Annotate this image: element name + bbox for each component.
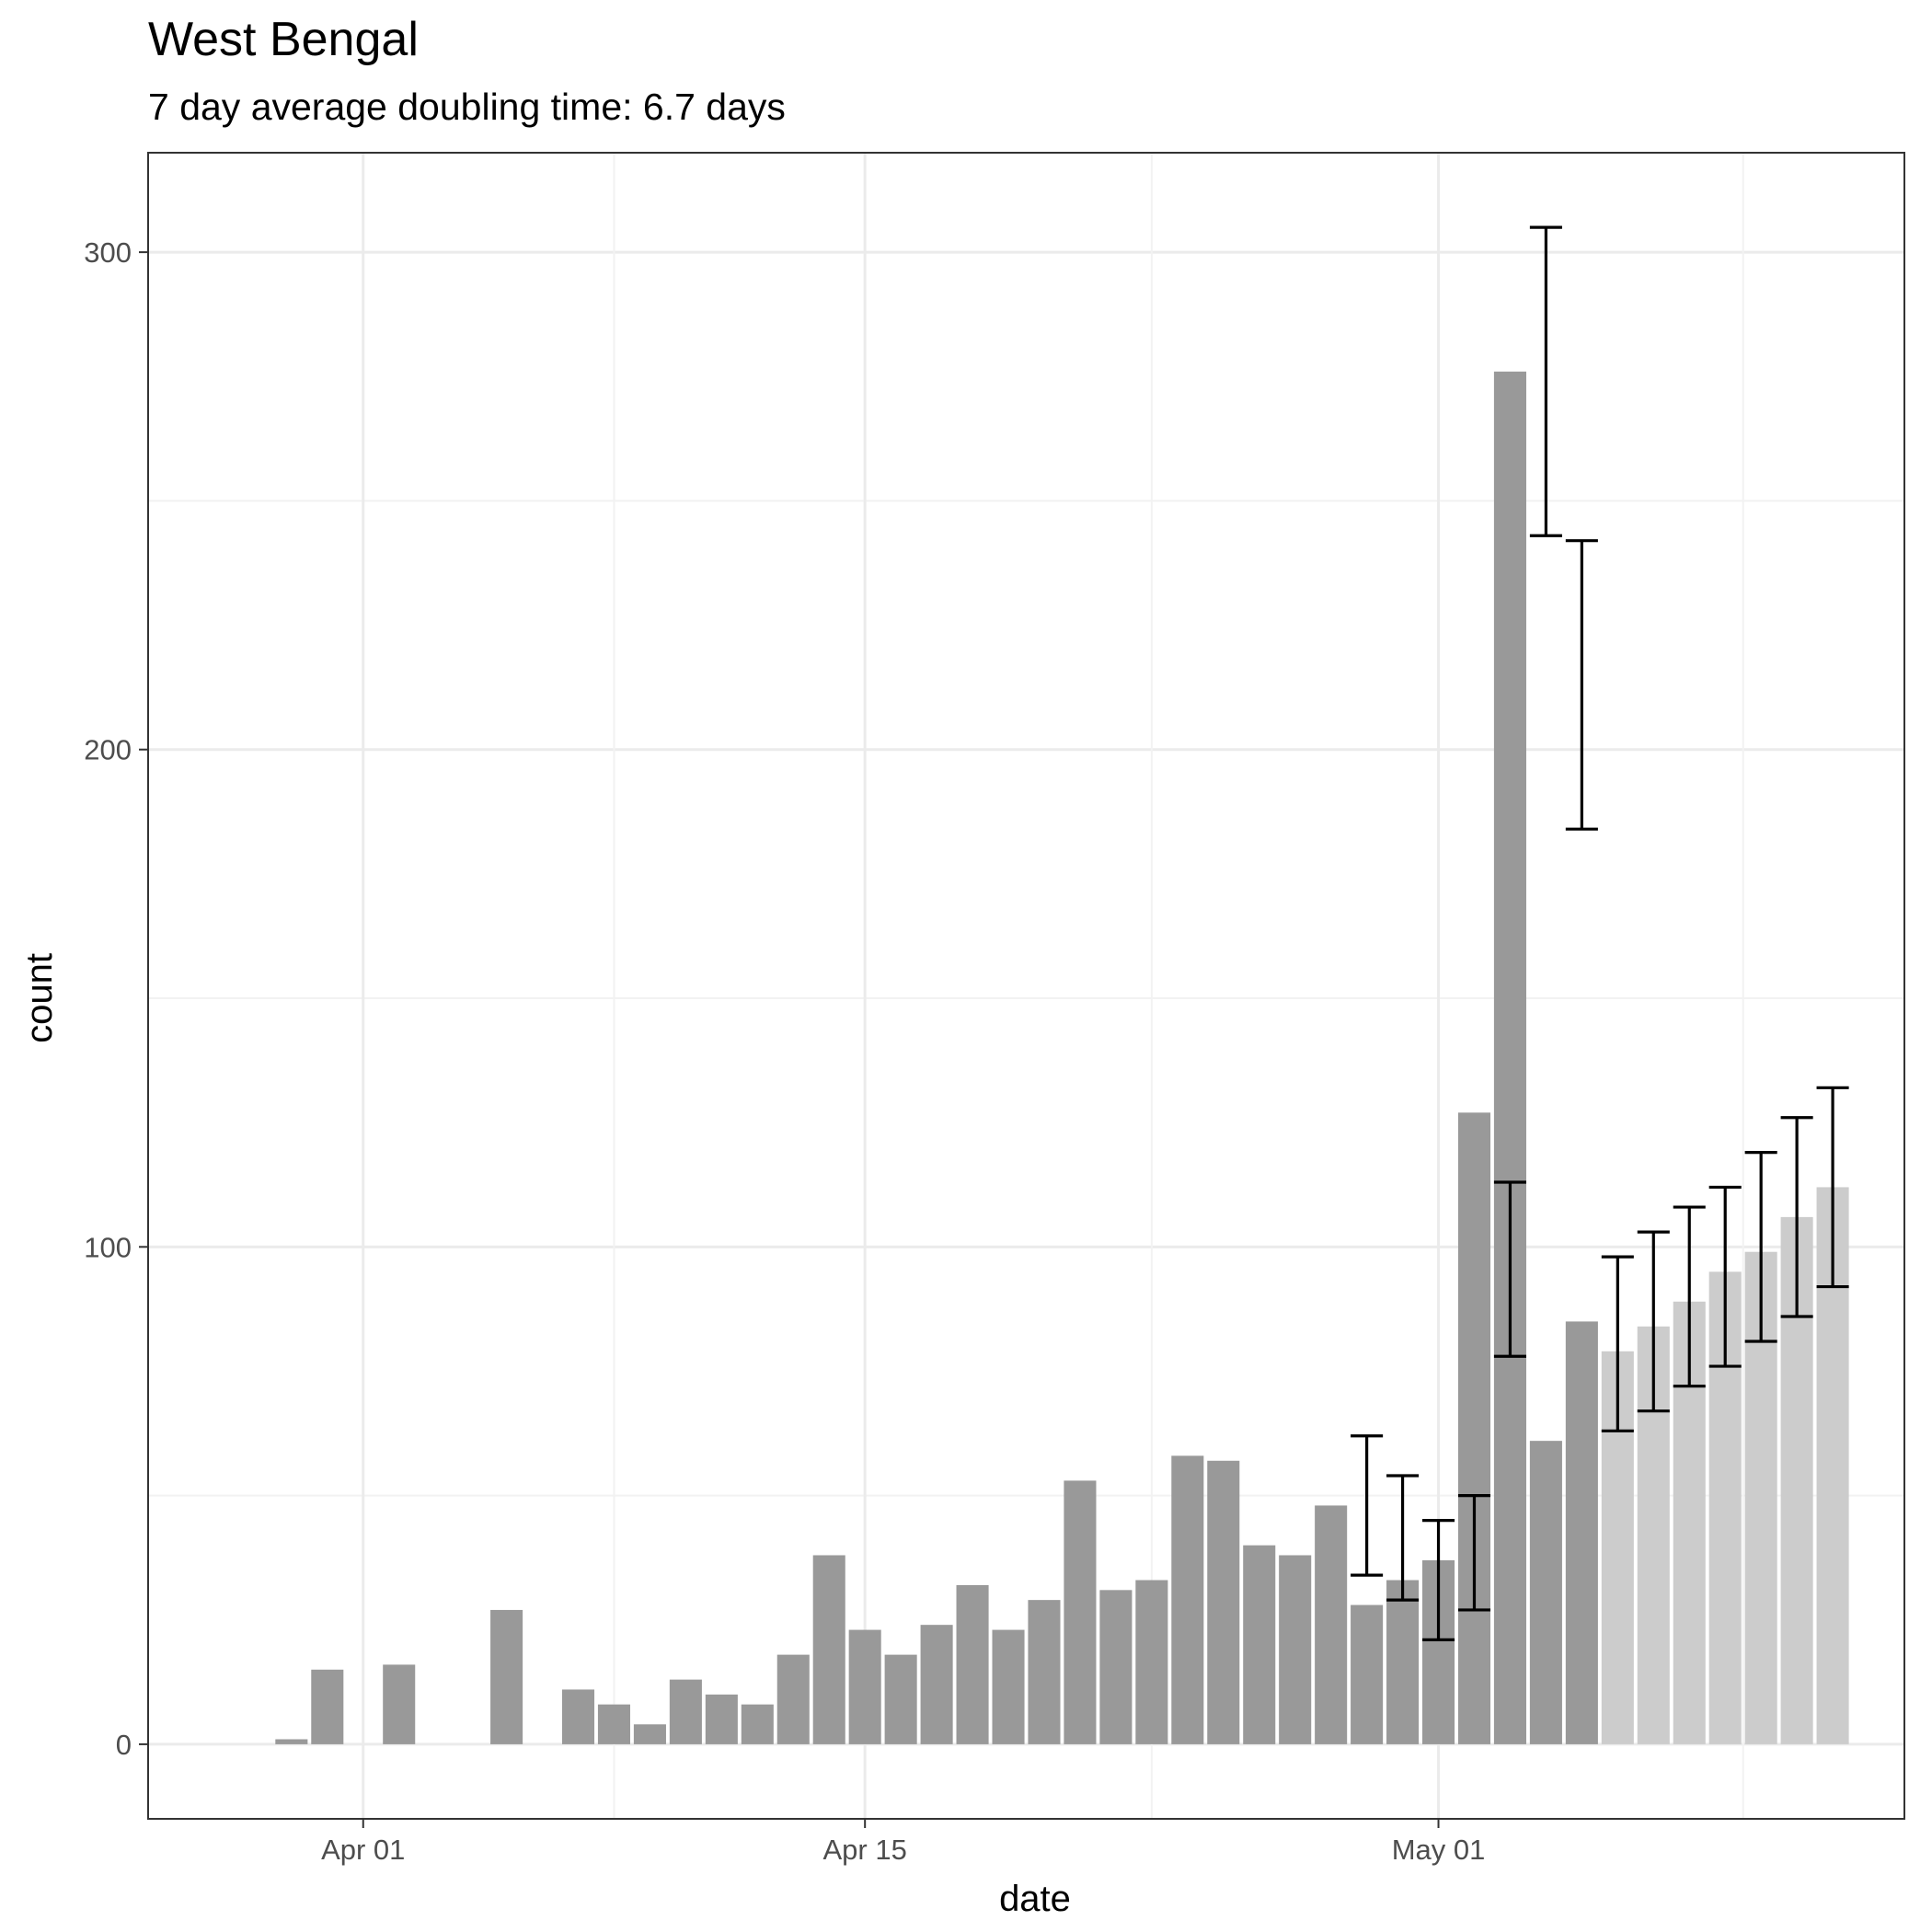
error-bar [1816,1086,1849,1289]
plot-panel-border [147,152,1905,1820]
error-bar [1529,225,1562,537]
observed-bar [633,1724,666,1744]
error-bar [1565,539,1598,831]
observed-bar [275,1739,308,1744]
error-bar [1351,1434,1384,1577]
chart-title: West Bengal [148,13,419,66]
observed-bar [311,1669,344,1744]
observed-bar [1351,1604,1384,1744]
y-tick-label: 0 [116,1729,132,1761]
x-tick-label: Apr 15 [823,1834,907,1866]
observed-bar [741,1704,774,1744]
y-axis: 0 100 200 300 [84,236,148,1761]
observed-bar [1279,1555,1312,1744]
observed-bar [705,1694,738,1744]
observed-bar [383,1664,416,1744]
error-bars [1351,225,1849,1641]
y-tick-label: 300 [84,236,132,269]
y-tick-label: 200 [84,734,132,766]
observed-bar [956,1584,989,1744]
observed-bar [920,1625,953,1744]
x-axis: Apr 01 Apr 15 May 01 [321,1819,1485,1866]
observed-bar [884,1654,917,1744]
observed-bar [561,1689,595,1744]
observed-bar [1028,1600,1061,1744]
observed-bar [776,1654,810,1744]
observed-bar [1315,1505,1348,1744]
observed-bar [1207,1460,1240,1744]
observed-bar [1493,371,1526,1744]
y-tick-label: 100 [84,1231,132,1263]
observed-bar [1135,1580,1168,1744]
observed-bar [1565,1321,1598,1744]
observed-bar [669,1679,702,1744]
error-bar [1493,1180,1526,1358]
y-axis-title: count [19,953,60,1043]
observed-bar [1457,1112,1491,1744]
observed-bar [1386,1580,1420,1744]
error-bar [1673,1205,1706,1388]
error-bar [1637,1230,1670,1413]
observed-bar [992,1629,1025,1744]
x-axis-title: date [999,1879,1071,1919]
error-bar [1386,1474,1420,1602]
observed-bar [490,1609,523,1744]
observed-bar [1171,1455,1204,1744]
error-bar [1744,1150,1777,1343]
observed-bar [1064,1480,1097,1744]
x-tick-label: May 01 [1392,1834,1486,1866]
observed-bar [1099,1590,1133,1744]
x-tick-label: Apr 01 [321,1834,405,1866]
error-bar [1708,1185,1742,1368]
chart-subtitle: 7 day average doubling time: 6.7 days [148,86,786,128]
observed-bar [1529,1441,1562,1744]
error-bar [1457,1494,1491,1612]
observed-bar [597,1704,631,1744]
observed-bar [848,1629,881,1744]
error-bar [1780,1116,1813,1318]
error-bar [1421,1519,1455,1641]
observed-bar [1243,1545,1276,1744]
error-bar [1601,1255,1634,1432]
observed-bar [812,1555,845,1744]
grid [148,153,1904,1819]
bars [275,371,1849,1744]
